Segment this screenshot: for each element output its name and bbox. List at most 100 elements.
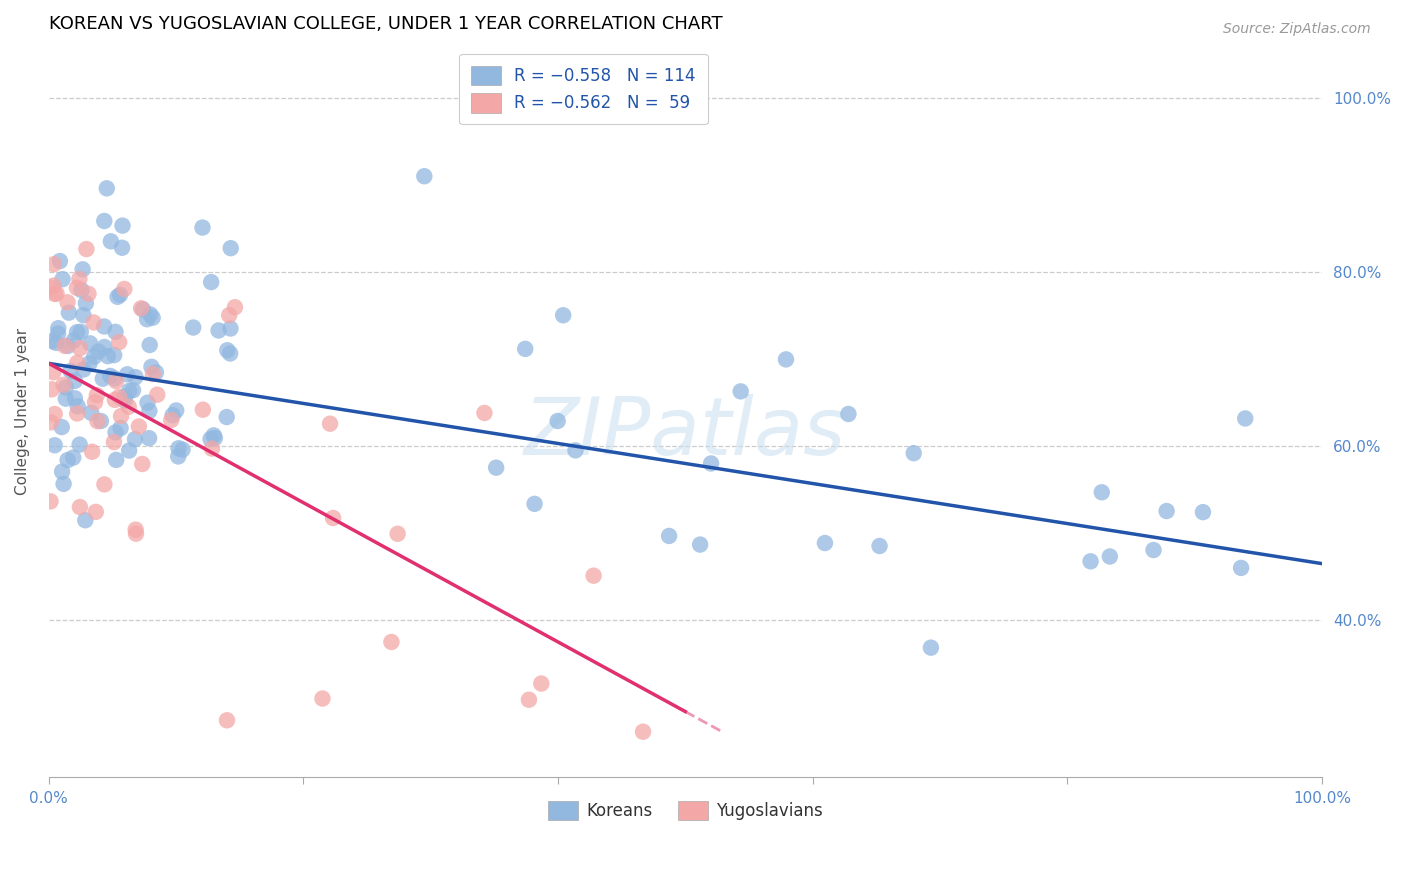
Point <box>52 476 75 491</box>
Point <box>124 523 146 537</box>
Point <box>108 390 131 404</box>
Point <box>201 442 224 456</box>
Point <box>118 443 141 458</box>
Point <box>53 339 76 353</box>
Point <box>145 366 167 380</box>
Point <box>319 417 342 431</box>
Point <box>311 691 333 706</box>
Point <box>72 362 94 376</box>
Point <box>215 713 238 727</box>
Point <box>160 413 183 427</box>
Point <box>413 169 436 184</box>
Point <box>204 431 226 445</box>
Point <box>75 513 97 527</box>
Point <box>104 392 127 407</box>
Point <box>51 272 73 286</box>
Point <box>215 410 238 425</box>
Point <box>93 340 115 354</box>
Point <box>181 320 204 334</box>
Point <box>1234 411 1257 425</box>
Point <box>70 283 93 297</box>
Point <box>75 242 97 256</box>
Point <box>42 365 65 379</box>
Point <box>56 339 79 353</box>
Point <box>165 403 187 417</box>
Point <box>110 421 132 435</box>
Point <box>66 399 89 413</box>
Point <box>125 526 148 541</box>
Point <box>129 301 152 316</box>
Point <box>49 254 72 268</box>
Point <box>162 408 184 422</box>
Point <box>103 435 125 450</box>
Point <box>69 341 91 355</box>
Point <box>51 465 73 479</box>
Point <box>59 364 82 378</box>
Point <box>42 257 65 271</box>
Point <box>87 344 110 359</box>
Point <box>66 325 89 339</box>
Point <box>83 350 105 364</box>
Point <box>104 325 127 339</box>
Point <box>564 443 586 458</box>
Point <box>582 568 605 582</box>
Point <box>46 321 69 335</box>
Point <box>41 382 63 396</box>
Text: KOREAN VS YUGOSLAVIAN COLLEGE, UNDER 1 YEAR CORRELATION CHART: KOREAN VS YUGOSLAVIAN COLLEGE, UNDER 1 Y… <box>49 15 723 33</box>
Point <box>172 442 194 457</box>
Point <box>167 442 190 456</box>
Point <box>191 220 214 235</box>
Point <box>79 357 101 371</box>
Point <box>105 374 128 388</box>
Point <box>219 321 242 335</box>
Point <box>96 181 118 195</box>
Point <box>67 272 90 286</box>
Point <box>56 453 79 467</box>
Point <box>84 395 107 409</box>
Point <box>775 352 797 367</box>
Point <box>1192 505 1215 519</box>
Point <box>108 288 131 302</box>
Point <box>56 295 79 310</box>
Point <box>100 235 122 249</box>
Point <box>142 310 165 325</box>
Point <box>1156 504 1178 518</box>
Point <box>39 280 62 294</box>
Point <box>111 241 134 255</box>
Point <box>146 387 169 401</box>
Point <box>200 432 222 446</box>
Point <box>191 402 214 417</box>
Point <box>219 241 242 255</box>
Point <box>72 308 94 322</box>
Point <box>110 409 132 423</box>
Point <box>114 393 136 408</box>
Point <box>69 437 91 451</box>
Point <box>118 384 141 398</box>
Point <box>55 380 77 394</box>
Point <box>124 432 146 446</box>
Point <box>142 367 165 381</box>
Point <box>108 335 131 350</box>
Point <box>84 505 107 519</box>
Point <box>141 359 163 374</box>
Point <box>207 323 229 337</box>
Point <box>131 457 153 471</box>
Point <box>97 349 120 363</box>
Point <box>93 477 115 491</box>
Point <box>631 724 654 739</box>
Point <box>69 500 91 514</box>
Point <box>322 511 344 525</box>
Point <box>553 308 575 322</box>
Point <box>93 214 115 228</box>
Point <box>138 404 160 418</box>
Point <box>58 306 80 320</box>
Point <box>62 450 84 465</box>
Point <box>485 460 508 475</box>
Text: ZIPatlas: ZIPatlas <box>524 394 846 472</box>
Point <box>51 420 73 434</box>
Point <box>104 371 127 385</box>
Point <box>136 395 159 409</box>
Point <box>86 388 108 402</box>
Point <box>77 286 100 301</box>
Point <box>46 326 69 341</box>
